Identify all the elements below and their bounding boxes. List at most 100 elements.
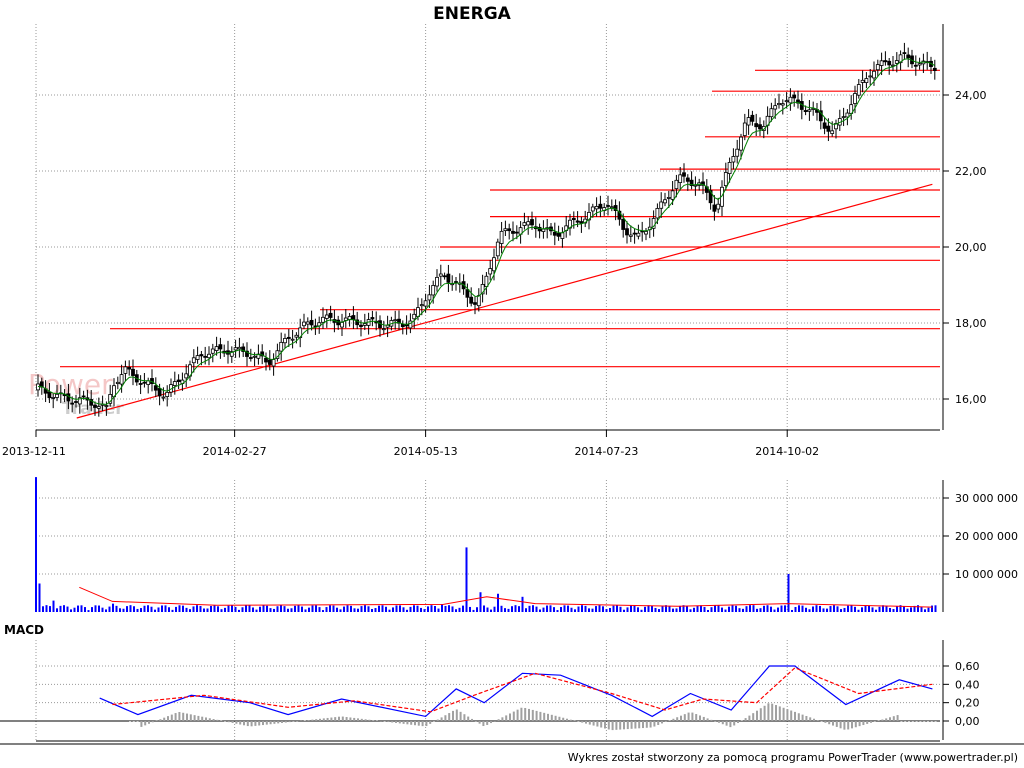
macd-histogram-bar bbox=[167, 716, 169, 721]
macd-histogram-bar bbox=[577, 721, 580, 722]
candle-body bbox=[142, 381, 147, 384]
candle-body bbox=[735, 148, 740, 157]
volume-bar bbox=[903, 606, 905, 612]
candle-body bbox=[663, 199, 667, 204]
volume-bar bbox=[399, 605, 401, 612]
macd-histogram-bar bbox=[406, 721, 409, 725]
macd-histogram-bar bbox=[851, 721, 853, 729]
macd-histogram-bar bbox=[349, 717, 352, 721]
candle-body bbox=[484, 275, 489, 287]
candle-body bbox=[294, 334, 299, 338]
candle-body bbox=[913, 64, 918, 67]
volume-bar bbox=[87, 610, 90, 612]
volume-bar bbox=[189, 609, 191, 612]
volume-bar bbox=[423, 609, 426, 612]
volume-bar bbox=[269, 608, 272, 612]
volume-bar bbox=[577, 606, 580, 612]
macd-histogram-bar bbox=[718, 721, 720, 723]
price-y-tick-label: 18,00 bbox=[955, 317, 987, 330]
volume-bar bbox=[213, 605, 216, 612]
volume-bar bbox=[899, 605, 902, 612]
volume-bar bbox=[346, 605, 349, 612]
volume-bar bbox=[630, 605, 632, 612]
candle-body bbox=[932, 67, 937, 71]
candle-body bbox=[606, 205, 610, 207]
volume-bar bbox=[220, 609, 223, 612]
volume-bar bbox=[521, 596, 524, 612]
candle-body bbox=[773, 105, 778, 110]
volume-bar bbox=[497, 593, 499, 612]
macd-histogram-bar bbox=[417, 721, 420, 726]
candle-body bbox=[803, 110, 808, 113]
candle-body bbox=[811, 108, 816, 110]
volume-bar bbox=[472, 609, 475, 612]
volume-bar bbox=[588, 608, 590, 612]
macd-histogram-bar bbox=[148, 721, 150, 724]
volume-bar bbox=[560, 607, 562, 612]
candle-body bbox=[119, 374, 124, 385]
volume-y-tick-label: 10 000 000 bbox=[955, 568, 1018, 581]
macd-histogram-bar bbox=[797, 713, 800, 721]
macd-histogram-bar bbox=[509, 713, 511, 721]
candle-body bbox=[203, 355, 208, 358]
volume-bar bbox=[224, 607, 226, 612]
volume-bar bbox=[724, 609, 727, 612]
volume-bar bbox=[126, 606, 128, 612]
macd-histogram-bar bbox=[372, 720, 375, 721]
volume-bar bbox=[833, 605, 835, 612]
candle-body bbox=[917, 63, 922, 66]
candle-body bbox=[328, 312, 333, 318]
candle-body bbox=[400, 324, 405, 328]
macd-histogram-bar bbox=[212, 719, 215, 721]
volume-bar bbox=[259, 606, 261, 612]
macd-histogram-bar bbox=[645, 721, 648, 728]
candle-body bbox=[807, 109, 812, 112]
macd-histogram-bar bbox=[273, 721, 276, 724]
macd-histogram-bar bbox=[208, 718, 211, 721]
macd-histogram-bar bbox=[486, 721, 489, 725]
macd-histogram-bar bbox=[132, 721, 135, 722]
candle-body bbox=[495, 241, 500, 257]
volume-bar bbox=[609, 607, 611, 612]
candle-body bbox=[264, 357, 268, 363]
macd-histogram-bar bbox=[642, 721, 644, 729]
volume-bar bbox=[735, 605, 737, 612]
volume-bar bbox=[416, 605, 419, 612]
candle-body bbox=[750, 114, 755, 122]
macd-histogram-bar bbox=[227, 721, 230, 723]
volume-bar bbox=[591, 608, 594, 612]
volume-bar bbox=[392, 607, 394, 612]
volume-bar bbox=[255, 609, 258, 612]
volume-bar bbox=[500, 605, 503, 612]
candle-body bbox=[446, 273, 451, 283]
volume-bar bbox=[161, 605, 163, 612]
candle-body bbox=[47, 391, 52, 399]
candle-body bbox=[853, 93, 857, 104]
volume-bar bbox=[206, 608, 209, 612]
macd-histogram-bar bbox=[782, 707, 785, 721]
x-axis-tick-label: 2014-05-13 bbox=[394, 445, 458, 458]
volume-bar bbox=[98, 605, 100, 612]
candle-body bbox=[872, 70, 876, 79]
volume-bar bbox=[66, 606, 69, 612]
candle-body bbox=[245, 350, 249, 357]
volume-bar bbox=[815, 605, 818, 612]
macd-histogram-bar bbox=[170, 714, 173, 721]
macd-histogram-bar bbox=[201, 716, 204, 721]
macd-histogram-bar bbox=[410, 721, 413, 725]
candle-body bbox=[165, 391, 170, 397]
macd-histogram-bar bbox=[520, 707, 523, 721]
volume-bar bbox=[752, 605, 755, 612]
volume-bar bbox=[486, 607, 489, 612]
volume-bar bbox=[602, 606, 604, 612]
volume-bar bbox=[934, 605, 937, 612]
volume-bar bbox=[658, 609, 660, 612]
volume-bar bbox=[80, 605, 83, 612]
volume-bar bbox=[294, 605, 296, 612]
candle-body bbox=[625, 228, 629, 236]
macd-histogram-bar bbox=[581, 721, 584, 723]
volume-bar bbox=[178, 605, 181, 612]
volume-bar bbox=[728, 606, 730, 612]
macd-histogram-bar bbox=[550, 714, 553, 721]
candle-body bbox=[96, 406, 101, 409]
